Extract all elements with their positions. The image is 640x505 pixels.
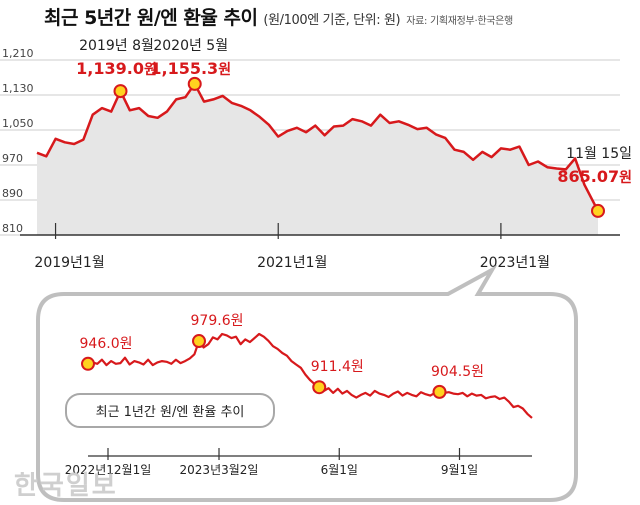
chart-title: 최근 5년간 원/엔 환율 추이 <box>44 7 258 29</box>
main-area-fill <box>37 83 598 236</box>
y-tick-label: 970 <box>2 152 23 165</box>
inset-x-axis: 2022년12월1일 2023년3월2일 6월1일 9월1일 <box>65 448 532 477</box>
annotation-date: 11월 15일 <box>566 146 632 162</box>
inset-annotation-value: 946.0원 <box>80 336 133 352</box>
annotation-marker <box>591 203 605 218</box>
y-tick-label: 1,130 <box>2 82 34 95</box>
inset-x-tick-label: 2022년12월1일 <box>65 463 152 477</box>
y-tick-label: 810 <box>2 222 23 235</box>
x-axis: 2019년1월 2021년1월 2023년1월 <box>20 223 620 271</box>
inset-title: 최근 1년간 원/엔 환율 추이 <box>96 405 245 420</box>
y-axis-labels: 1,210 1,130 1,050 970 890 810 <box>2 47 34 235</box>
annotation-date: 2020년 5월 <box>153 38 228 54</box>
inset-x-tick-label: 2023년3월2일 <box>180 463 259 477</box>
inset-x-tick-label: 9월1일 <box>441 463 478 477</box>
annotation-value: 865.07원 <box>557 167 632 186</box>
inset-legend-box <box>65 393 275 428</box>
annotation-unit: 원 <box>144 62 157 78</box>
y-tick-label: 1,210 <box>2 47 34 60</box>
inset-series-line <box>87 332 533 419</box>
inset-annotation-marker <box>432 384 447 399</box>
x-tick-label: 2019년1월 <box>34 255 104 271</box>
annotation-marker <box>187 76 202 91</box>
chart-subtitle: (원/100엔 기준, 단위: 원) <box>263 13 401 28</box>
annotation-marker <box>113 84 128 99</box>
annotation-date: 2019년 8월 <box>79 38 154 54</box>
annotation-value: 1,139.0원 <box>76 59 157 78</box>
inset-annotations: 946.0원 979.6원 911.4원 904.5원 <box>80 313 484 399</box>
source-note: 자료: 기획재정부·한국은행 <box>406 16 513 27</box>
y-tick-label: 890 <box>2 187 23 200</box>
x-tick-label: 2021년1월 <box>257 255 327 271</box>
inset-annotation-marker <box>312 380 327 395</box>
inset-annotation-value: 979.6원 <box>191 313 244 329</box>
inset-annotation-marker <box>192 334 206 349</box>
inset-callout-box <box>36 264 578 502</box>
inset-annotation-value: 911.4원 <box>311 359 364 375</box>
inset-annotation-value: 904.5원 <box>431 364 484 380</box>
inset-annotation-marker <box>81 356 95 371</box>
annotation-unit: 원 <box>619 170 632 186</box>
annotation-unit: 원 <box>218 62 231 78</box>
inset-x-tick-label: 6월1일 <box>321 463 358 477</box>
main-annotations: 2019년 8월 1,139.0원 2020년 5월 1,155.3원 11월 15일 8… <box>76 38 632 218</box>
watermark: 한국일보 <box>14 471 118 501</box>
main-series-line <box>36 82 600 212</box>
annotation-value: 1,155.3원 <box>150 59 231 78</box>
x-tick-label: 2023년1월 <box>480 255 550 271</box>
title-row: 최근 5년간 원/엔 환율 추이 (원/100엔 기준, 단위: 원) 자료: 기획… <box>44 3 513 30</box>
y-tick-label: 1,050 <box>2 117 34 130</box>
